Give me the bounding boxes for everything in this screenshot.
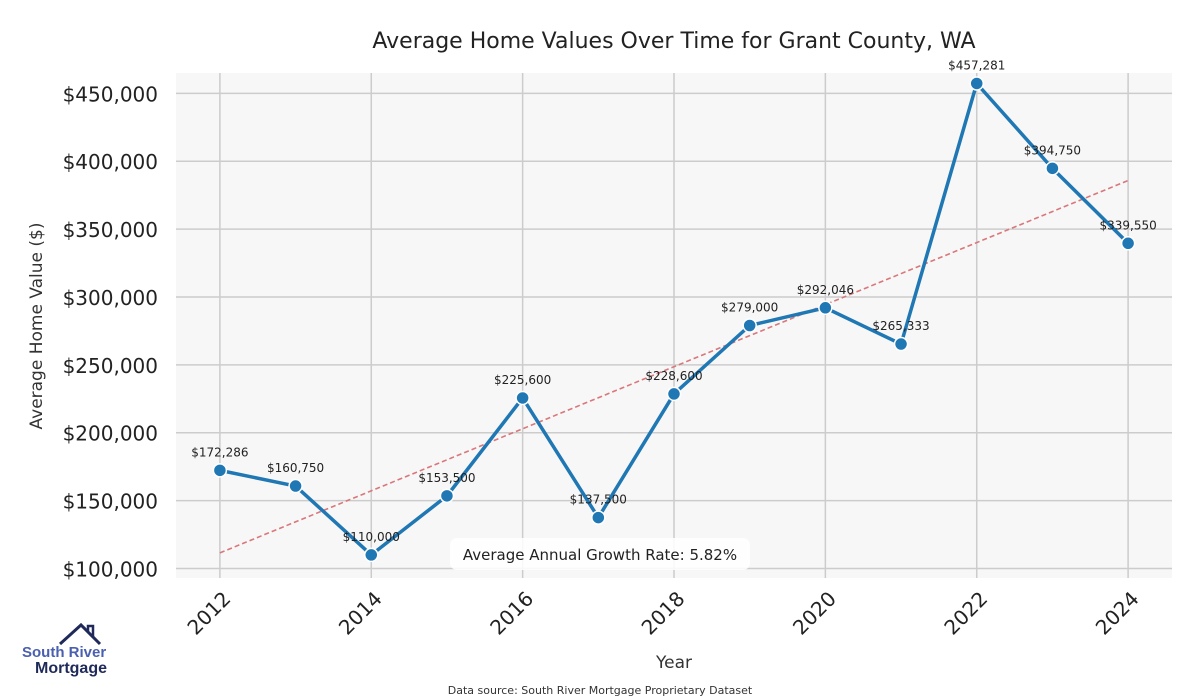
data-point [1045,161,1060,176]
chart-title: Average Home Values Over Time for Grant … [372,29,975,54]
data-point [742,318,757,333]
logo-text-line1: South River [22,644,107,661]
data-point [666,386,682,402]
data-point [439,488,455,504]
x-tick-label: 2024 [1091,587,1144,640]
data-point [288,478,303,494]
data-label: $279,000 [721,301,778,315]
x-axis-label: Year [655,653,692,673]
data-point [1120,236,1136,251]
data-label: $457,281 [948,58,1005,72]
house-roof-icon [58,622,102,646]
data-label: $160,750 [267,461,324,475]
data-point [818,300,833,316]
data-point [893,336,909,352]
data-label: $265,333 [872,319,929,333]
x-tick-label: 2018 [637,587,690,640]
x-tick-label: 2016 [485,587,538,640]
data-label: $110,000 [343,530,400,544]
y-tick-label: $400,000 [63,150,158,174]
data-label: $292,046 [797,283,854,297]
y-tick-label: $450,000 [63,82,158,106]
x-tick-label: 2022 [939,587,992,640]
growth-rate-annotation: Average Annual Growth Rate: 5.82% [463,546,737,564]
y-axis-label: Average Home Value ($) [27,223,47,430]
data-point [591,510,606,525]
y-tick-label: $300,000 [63,286,158,310]
data-label: $225,600 [494,373,551,387]
data-point [212,463,228,478]
data-source-note: Data source: South River Mortgage Propri… [448,684,753,697]
y-tick-label: $200,000 [63,422,158,446]
y-tick-label: $150,000 [63,490,158,514]
data-label: $228,600 [645,369,702,383]
data-point [364,547,379,563]
annotation-box [450,538,750,570]
data-point [969,76,984,91]
data-label: $153,500 [418,471,475,485]
data-label: $394,750 [1024,143,1081,157]
data-label: $172,286 [191,445,248,459]
trend-line [219,179,1129,554]
x-tick-label: 2020 [788,587,841,640]
data-label: $137,500 [570,493,627,507]
y-tick-label: $350,000 [63,218,158,242]
y-tick-label: $100,000 [63,557,158,581]
x-tick-label: 2012 [182,587,235,640]
x-tick-label: 2014 [334,587,387,640]
company-logo: South River Mortgage [22,622,122,682]
data-label: $339,550 [1099,218,1156,232]
y-tick-label: $250,000 [63,354,158,378]
data-point [515,390,530,406]
logo-text-line2: Mortgage [35,660,107,677]
